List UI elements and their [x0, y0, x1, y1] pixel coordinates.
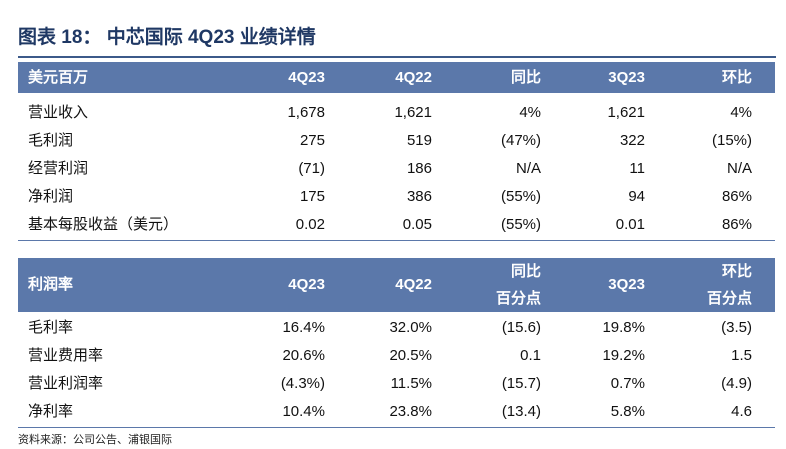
cell-value: 5.8% — [610, 403, 645, 420]
cell-value: 19.2% — [602, 347, 645, 364]
cell-value: 94 — [628, 188, 645, 205]
cell-value: (55%) — [500, 188, 541, 205]
header-cell: 环比 — [721, 69, 752, 86]
row-label: 基本每股收益（美元） — [28, 216, 179, 233]
row-label: 毛利率 — [28, 319, 74, 336]
cell-value: 322 — [619, 132, 645, 149]
row-label: 营业费用率 — [28, 347, 104, 364]
cell-value: 86% — [721, 188, 752, 205]
cell-value: (4.3%) — [280, 375, 325, 392]
header-cell: 4Q23 — [288, 276, 325, 293]
header-cell: 同比 — [510, 263, 541, 280]
cell-value: 19.8% — [602, 319, 645, 336]
row-label: 净利润 — [28, 188, 74, 205]
header-cell: 美元百万 — [28, 69, 89, 86]
cell-value: 1.5 — [731, 347, 752, 364]
cell-value: 275 — [299, 132, 325, 149]
cell-value: 0.01 — [615, 216, 645, 233]
cell-value: 0.7% — [610, 375, 645, 392]
cell-value: 519 — [406, 132, 432, 149]
row-label: 经营利润 — [28, 160, 89, 177]
cell-value: 23.8% — [389, 403, 432, 420]
cell-value: (55%) — [500, 216, 541, 233]
header-cell: 4Q22 — [395, 276, 432, 293]
cell-value: N/A — [726, 160, 752, 177]
title-rule — [18, 56, 776, 58]
cell-value: 175 — [299, 188, 325, 205]
cell-value: 0.02 — [295, 216, 325, 233]
header-cell: 4Q23 — [288, 69, 325, 86]
cell-value: 4.6 — [731, 403, 752, 420]
table-bottom-rule — [18, 427, 775, 428]
header-cell: 4Q22 — [395, 69, 432, 86]
row-label: 营业收入 — [28, 104, 89, 121]
cell-value: 16.4% — [282, 319, 325, 336]
cell-value: (13.4) — [501, 403, 541, 420]
table-bottom-rule — [18, 240, 775, 241]
header-cell: 百分点 — [495, 290, 541, 307]
cell-value: 20.6% — [282, 347, 325, 364]
cell-value: (15.7) — [501, 375, 541, 392]
cell-value: 1,621 — [394, 104, 432, 121]
cell-value: 20.5% — [389, 347, 432, 364]
cell-value: 4% — [519, 104, 541, 121]
row-label: 营业利润率 — [28, 375, 104, 392]
cell-value: 11.5% — [390, 375, 432, 392]
source: 资料来源：公司公告、浦银国际 — [18, 434, 172, 446]
cell-value: 0.1 — [520, 347, 541, 364]
cell-value: (15%) — [711, 132, 752, 149]
row-label: 净利率 — [28, 403, 74, 420]
cell-value: 11 — [629, 160, 645, 177]
cell-value: (4.9) — [721, 375, 752, 392]
cell-value: 4% — [730, 104, 752, 121]
cell-value: 186 — [406, 160, 432, 177]
header-band — [18, 62, 775, 93]
header-cell: 3Q23 — [608, 69, 645, 86]
cell-value: 10.4% — [282, 403, 325, 420]
header-cell: 同比 — [510, 69, 541, 86]
cell-value: N/A — [515, 160, 541, 177]
row-label: 毛利润 — [28, 132, 74, 149]
cell-value: (47%) — [500, 132, 541, 149]
cell-value: 1,678 — [287, 104, 325, 121]
cell-value: (15.6) — [501, 319, 541, 336]
cell-value: 386 — [406, 188, 432, 205]
cell-value: (71) — [298, 160, 325, 177]
cell-value: 32.0% — [389, 319, 432, 336]
header-cell: 3Q23 — [608, 276, 645, 293]
cell-value: (3.5) — [721, 319, 752, 336]
header-band — [18, 258, 775, 312]
cell-value: 0.05 — [402, 216, 432, 233]
cell-value: 1,621 — [607, 104, 645, 121]
header-cell: 环比 — [721, 263, 752, 280]
cell-value: 86% — [721, 216, 752, 233]
title: 图表 18： 中芯国际 4Q23 业绩详情 — [18, 27, 316, 48]
header-cell: 百分点 — [706, 290, 752, 307]
header-cell: 利润率 — [28, 276, 74, 293]
